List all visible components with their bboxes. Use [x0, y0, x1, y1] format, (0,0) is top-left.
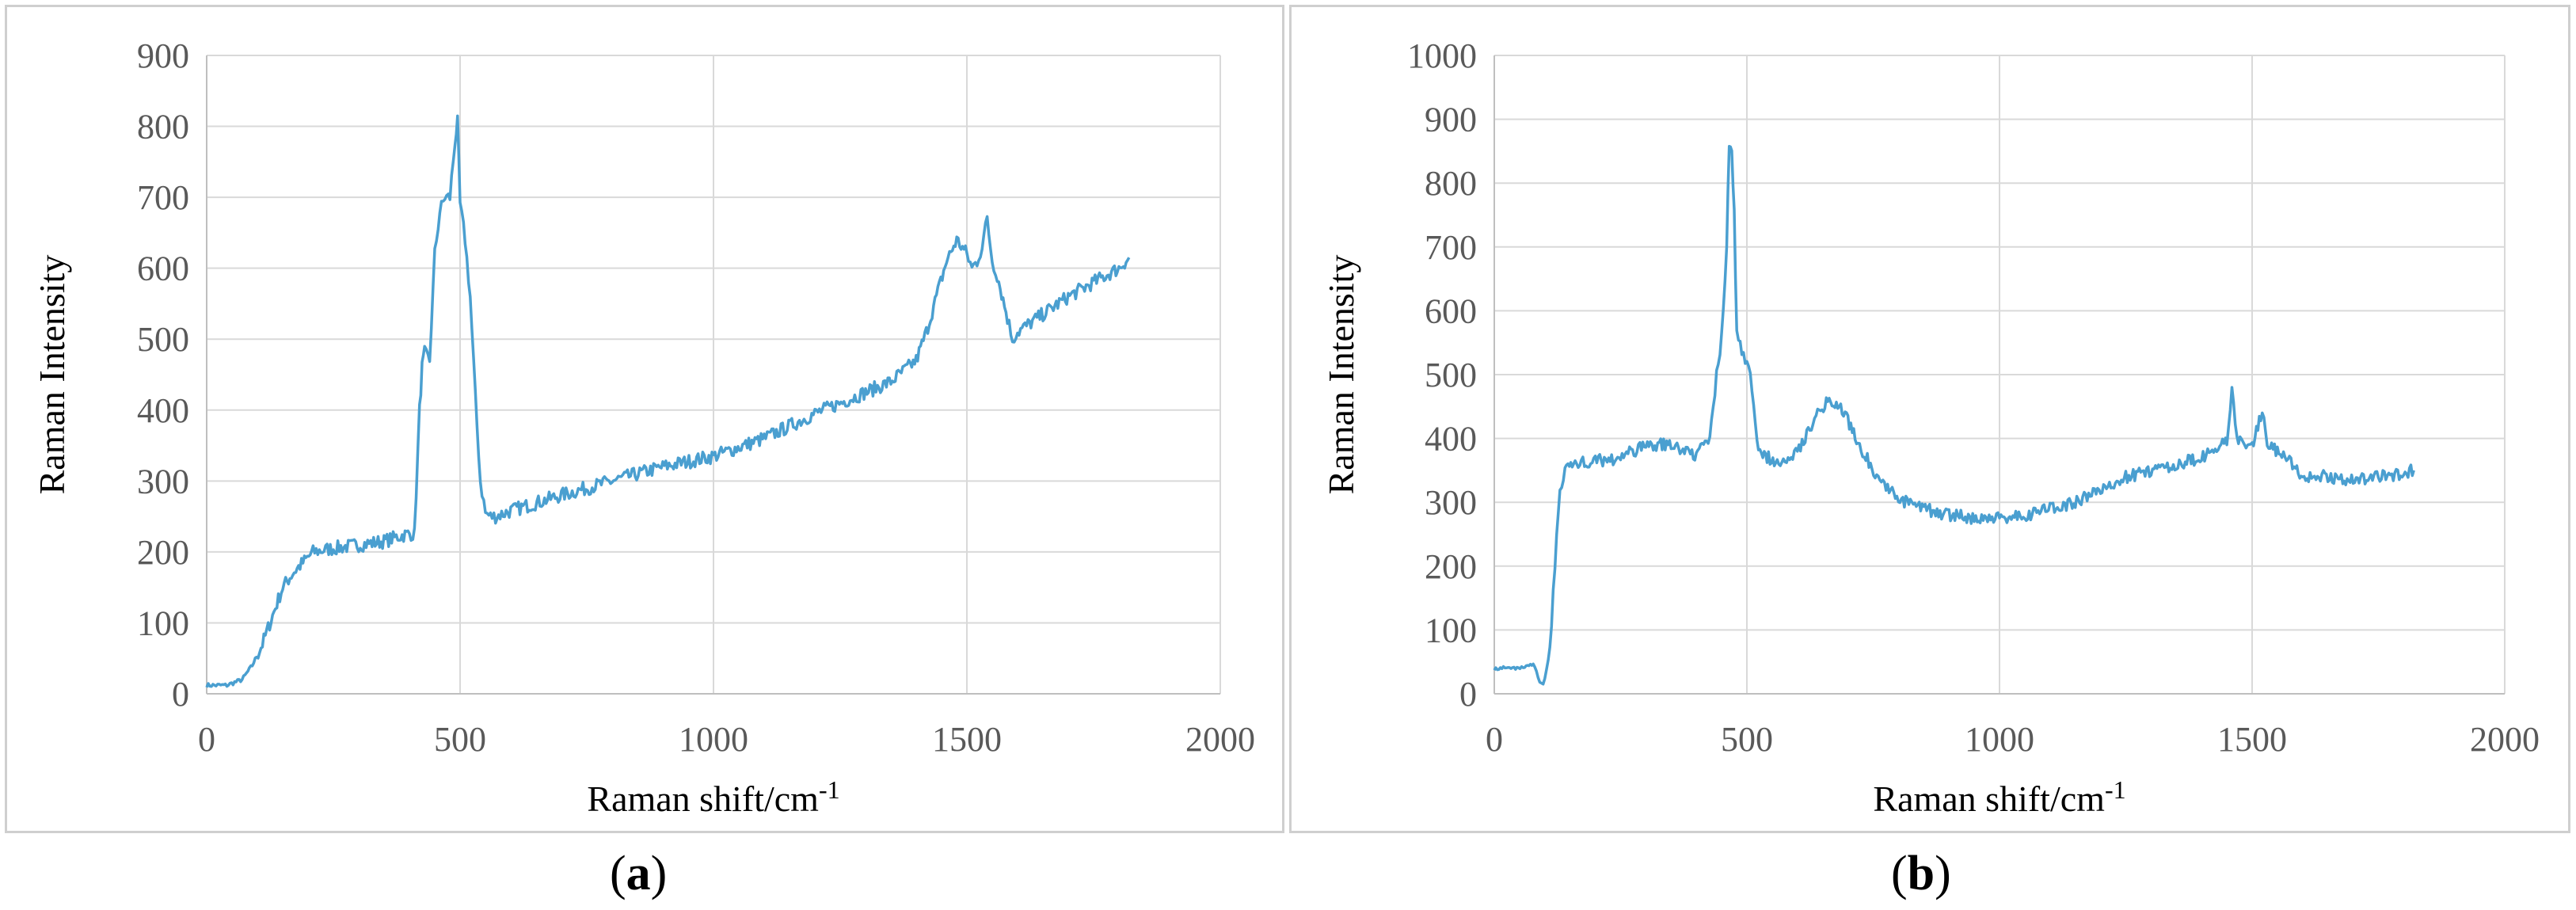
- y-tick-label: 500: [137, 320, 189, 359]
- x-tick-label: 2000: [1185, 720, 1255, 759]
- y-tick-label: 800: [1425, 164, 1477, 203]
- y-tick-label: 800: [137, 108, 189, 147]
- chart-a: 0 100 200 300 400 500 600 700 800 900 0 500 1000 1500…: [32, 36, 1255, 819]
- y-tick-label: 0: [172, 675, 189, 714]
- y-tick-label: 700: [1425, 228, 1477, 267]
- y-tick-label: 0: [1459, 675, 1477, 714]
- y-tick-label: 900: [137, 36, 189, 75]
- y-tick-label: 600: [137, 249, 189, 288]
- x-tick-label: 1000: [1965, 720, 2034, 759]
- x-tick-label: 1500: [2217, 720, 2287, 759]
- y-tick-label: 900: [1425, 101, 1477, 139]
- y-tick-label: 200: [137, 533, 189, 572]
- x-axis-title: Raman shift/cm-1: [1873, 775, 2125, 819]
- y-tick-label: 1000: [1407, 36, 1477, 75]
- y-tick-label: 200: [1425, 547, 1477, 586]
- x-tick-label: 500: [434, 720, 486, 759]
- y-tick-label: 400: [1425, 420, 1477, 459]
- series-line: [1493, 144, 2415, 686]
- y-axis-title: Raman Intensity: [1321, 255, 1361, 495]
- x-tick-label: 0: [198, 720, 215, 759]
- y-axis-title: Raman Intensity: [32, 255, 72, 495]
- x-axis-title: Raman shift/cm-1: [587, 775, 839, 819]
- y-tick-label: 500: [1425, 356, 1477, 394]
- panel-label-b: (b): [1891, 847, 1951, 900]
- x-tick-label: 1500: [932, 720, 1002, 759]
- y-tick-label: 100: [137, 603, 189, 642]
- chart-b: 0 100 200 300 400 500 600 700 800 900 1000 0 500 1000…: [1321, 36, 2540, 819]
- panel-b-frame: 0 100 200 300 400 500 600 700 800 900 1000 0 500 1000…: [1289, 5, 2570, 833]
- y-tick-label: 100: [1425, 611, 1477, 649]
- panel-label-a: (a): [610, 847, 668, 900]
- x-tick-label: 2000: [2470, 720, 2540, 759]
- x-tick-label: 500: [1721, 720, 1773, 759]
- x-tick-label: 0: [1486, 720, 1503, 759]
- y-tick-label: 600: [1425, 291, 1477, 330]
- y-tick-label: 700: [137, 178, 189, 217]
- x-tick-label: 1000: [679, 720, 748, 759]
- y-tick-label: 300: [1425, 483, 1477, 522]
- series-line: [205, 114, 1131, 688]
- panel-a-frame: 0 100 200 300 400 500 600 700 800 900 0 500 1000 1500…: [5, 5, 1284, 833]
- y-tick-label: 400: [137, 391, 189, 430]
- y-tick-label: 300: [137, 462, 189, 501]
